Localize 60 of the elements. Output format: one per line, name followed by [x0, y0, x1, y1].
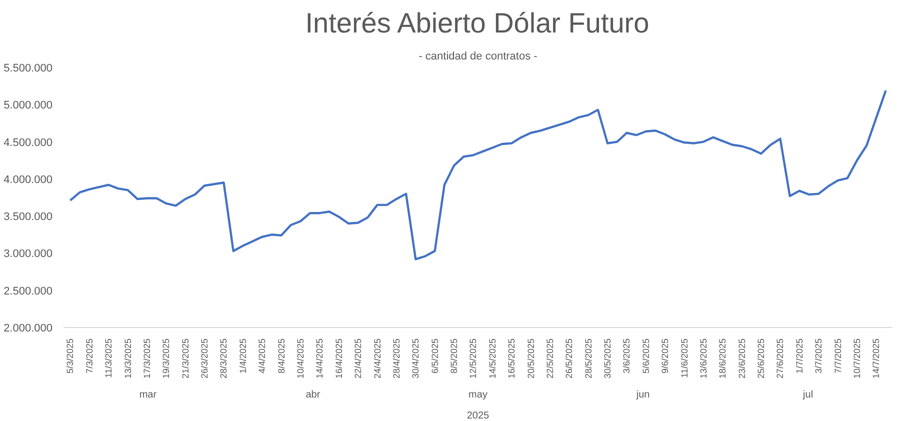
text: mar [139, 390, 158, 400]
y-tick-label: 3.500.000 [4, 211, 52, 224]
x-tick-label: 4/4/2025 [257, 338, 268, 374]
x-tick-label: 28/5/2025 [583, 338, 594, 379]
x-tick-label: 18/6/2025 [718, 338, 728, 379]
x-tick-label: 12/5/2025 [468, 338, 478, 379]
y-tick-label: 3.000.000 [4, 248, 52, 260]
y-tick-label: 2.500.000 [4, 285, 52, 298]
x-tick-label: 27/6/2025 [775, 338, 786, 379]
x-tick-label: 20/5/2025 [526, 338, 536, 379]
x-tick-label: 30/4/2025 [410, 338, 421, 379]
x-tick-label: 11/3/2025 [104, 338, 114, 378]
x-tick-label: 8/4/2025 [276, 338, 286, 374]
y-tick-label: 4.000.000 [4, 174, 52, 186]
x-tick-label: 28/3/2025 [218, 338, 229, 379]
x-tick-label: 10/4/2025 [295, 338, 306, 379]
y-tick-label: 4.500.000 [4, 136, 52, 149]
text: abr [306, 390, 321, 400]
x-tick-label: 14/4/2025 [314, 338, 325, 379]
x-tick-label: 30/5/2025 [602, 338, 613, 379]
x-tick-label: 21/3/2025 [180, 338, 190, 379]
x-tick-label: 10/7/2025 [852, 338, 862, 379]
x-tick-label: 7/3/2025 [84, 338, 94, 374]
x-tick-label: 23/6/2025 [736, 338, 747, 379]
x-tick-label: 7/7/2025 [832, 338, 843, 374]
x-tick-label: 5/6/2025 [640, 338, 651, 374]
text: jun [635, 390, 650, 400]
x-tick-label: 19/3/2025 [161, 338, 172, 379]
x-tick-label: 3/6/2025 [622, 338, 632, 374]
x-tick-label: 13/6/2025 [698, 338, 708, 379]
x-tick-label: 22/5/2025 [544, 338, 555, 379]
chart-subtitle: - cantidad de contratos - [418, 50, 538, 62]
x-tick-label: 26/5/2025 [564, 338, 574, 379]
x-tick-label: 8/5/2025 [449, 338, 460, 374]
x-tick-label: 17/3/2025 [142, 338, 152, 379]
x-tick-label: 22/4/2025 [353, 338, 364, 379]
x-tick-label: 25/6/2025 [756, 338, 766, 379]
x-tick-label: 6/5/2025 [430, 338, 440, 374]
x-tick-label: 1/7/2025 [794, 338, 804, 374]
y-tick-label: 5.000.000 [4, 100, 52, 112]
x-tick-label: 26/3/2025 [200, 338, 210, 379]
y-tick-label: 5.500.000 [4, 62, 52, 74]
x-tick-label: 11/6/2025 [679, 338, 690, 378]
text: 2025 [466, 410, 490, 421]
text: jul [802, 390, 814, 400]
y-tick-label: 2.000.000 [4, 322, 52, 334]
x-tick-label: 1/4/2025 [238, 338, 248, 374]
x-tick-label: 24/4/2025 [372, 338, 382, 379]
x-tick-label: 5/3/2025 [65, 338, 76, 374]
x-tick-label: 28/4/2025 [391, 338, 402, 379]
x-tick-label: 16/4/2025 [334, 338, 344, 379]
x-tick-label: 13/3/2025 [122, 338, 133, 379]
x-tick-label: 16/5/2025 [506, 338, 517, 379]
line-series [69, 89, 887, 260]
x-tick-label: 14/5/2025 [487, 338, 498, 379]
x-tick-label: 3/7/2025 [814, 338, 824, 374]
text: may [468, 390, 488, 400]
x-tick-label: 14/7/2025 [871, 338, 882, 379]
chart-title: Interés Abierto Dólar Futuro [305, 8, 650, 38]
x-tick-label: 9/6/2025 [660, 338, 670, 374]
